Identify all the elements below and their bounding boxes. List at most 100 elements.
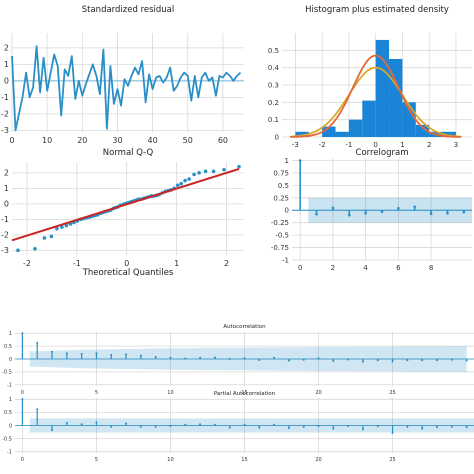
correlogram-xtick-label: 0: [298, 264, 302, 272]
acf-marker: [317, 357, 320, 360]
acf-marker: [199, 356, 202, 359]
histogram-bar: [389, 59, 403, 137]
pacf-marker: [184, 423, 187, 426]
histogram-bar: [295, 131, 309, 137]
pacf-marker: [391, 431, 394, 434]
acf-ytick-label: 0: [9, 357, 12, 363]
pacf-ytick-label: 1: [9, 397, 12, 403]
pacf-marker: [169, 425, 172, 428]
acf-marker: [110, 353, 113, 356]
acf-marker: [228, 358, 231, 360]
acf-marker: [243, 357, 246, 360]
correlogram-ytick-label: 0.75: [273, 169, 289, 177]
acf-marker: [65, 352, 68, 355]
acf-ytick-label: -1: [7, 382, 12, 388]
qq-point: [203, 169, 208, 174]
acf-marker: [450, 358, 453, 361]
acf-marker: [376, 359, 379, 362]
correlogram-ytick-label: -0.5: [275, 232, 289, 240]
correlogram-marker: [298, 159, 302, 162]
acf-marker: [184, 357, 187, 360]
acf-marker: [273, 356, 276, 359]
histogram-ytick-label: 0.4: [268, 64, 280, 72]
histogram-xtick-label: 2: [427, 141, 431, 149]
pacf-marker: [213, 423, 216, 426]
correlogram-marker: [397, 206, 400, 210]
qq-point: [175, 183, 180, 188]
correlogram-ytick-label: -0.75: [271, 244, 289, 252]
histogram-ytick-label: 0.3: [268, 81, 279, 89]
pacf-title: Partial Autocorrelation: [214, 391, 276, 397]
qq-point: [192, 172, 196, 177]
pacf-marker: [65, 421, 68, 424]
pacf-marker: [154, 425, 157, 428]
correlogram-marker: [413, 205, 417, 209]
qq-point: [179, 181, 183, 186]
residual-xtick-label: 10: [42, 136, 52, 145]
pacf-marker: [80, 423, 83, 426]
acf-marker: [406, 359, 409, 362]
qq-xtick-label: 0: [124, 259, 129, 268]
acf-marker: [421, 359, 424, 362]
pacf-xtick-label: 10: [167, 457, 173, 463]
residual-xtick-label: 30: [112, 136, 122, 145]
qq-xlabel: Theoretical Quantiles: [82, 268, 174, 278]
panel-histogram: 0 0.1 0.2 0.3 0.4 0.5 -3 -2 -1 0 1 2 3 Histogram plus…: [268, 5, 472, 149]
acf-marker: [95, 352, 98, 355]
qq-reference-line: [11, 168, 240, 242]
acf-marker: [347, 358, 350, 361]
qq-point: [64, 223, 69, 228]
qq-xtick-label: 2: [224, 259, 229, 268]
acf-marker: [80, 352, 83, 355]
acf-xtick-label: 10: [167, 390, 173, 396]
panel-correlogram: -1 -0.75 -0.5 -0.25 0 0.25 0.5 0.75 1 0 2 4 6 8 Correl…: [271, 148, 472, 272]
histogram-bar: [348, 119, 363, 137]
correlogram-xtick-label: 6: [396, 264, 401, 272]
acf-marker: [332, 360, 335, 363]
acf-marker: [125, 353, 128, 356]
residual-xtick-label: 40: [148, 136, 158, 145]
residual-ytick-label: -2: [1, 110, 9, 119]
qq-point: [222, 167, 226, 172]
acf-marker: [213, 356, 216, 359]
correlogram-marker: [347, 213, 351, 217]
correlogram-ytick-label: 0.5: [278, 182, 289, 190]
acf-ytick-label: 0.5: [4, 344, 12, 350]
pacf-marker: [421, 427, 424, 430]
histogram-bar: [362, 100, 376, 137]
correlogram-ytick-label: -0.25: [271, 219, 289, 227]
residual-xtick-label: 0: [9, 136, 14, 145]
acf-marker: [465, 359, 468, 362]
residual-ytick-label: 1: [4, 60, 9, 69]
qq-plot-area: [12, 162, 244, 255]
histogram-bar: [322, 126, 336, 137]
acf-marker: [391, 360, 394, 363]
correlogram-ytick-label: 0.25: [273, 194, 289, 202]
residual-xtick-label: 60: [218, 136, 228, 145]
acf-xtick-label: 15: [241, 390, 247, 396]
qq-ytick-label: -1: [1, 215, 9, 224]
histogram-xtick-label: 0: [373, 141, 377, 149]
acf-ytick-label: 1: [9, 331, 12, 337]
pacf-marker: [450, 425, 453, 428]
histogram-xtick-label: 1: [400, 141, 404, 149]
acf-marker: [169, 356, 172, 359]
qq-point: [60, 225, 64, 229]
kde-density-curve: [290, 54, 462, 138]
panel-qq: -3 -2 -1 0 1 2 -2 -1 0 1 2 Normal Q-Q Theoretical Qu…: [1, 148, 244, 278]
histogram-bar: [442, 131, 456, 137]
histogram-xtick-label: 3: [454, 141, 458, 149]
acf-marker: [51, 350, 54, 353]
histogram-xtick-label: -3: [292, 141, 299, 149]
qq-point: [211, 169, 216, 174]
qq-point: [187, 177, 191, 181]
acf-marker: [258, 359, 261, 362]
correlogram-xtick-label: 2: [331, 264, 335, 272]
acf-marker: [435, 359, 438, 362]
acf-title: Autocorrelation: [223, 324, 266, 330]
qq-xtick-label: -2: [23, 259, 31, 268]
